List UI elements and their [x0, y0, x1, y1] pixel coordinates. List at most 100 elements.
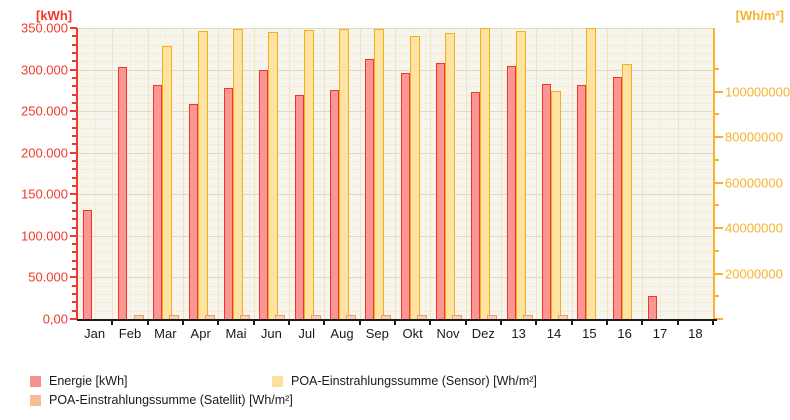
x-axis-tick — [182, 321, 184, 325]
right-axis-tick-label: 80000000 — [725, 129, 783, 145]
left-axis-tick-label: 150.000 — [21, 186, 68, 202]
legend-item-poa-sensor[interactable]: POA-Einstrahlungssumme (Sensor) [Wh/m²] — [272, 374, 537, 388]
vertical-gridline — [253, 28, 255, 319]
legend-swatch-poa-sensor — [272, 375, 283, 387]
major-gridline — [77, 28, 713, 29]
bar-poa-satellit-Nov[interactable] — [452, 315, 462, 319]
bar-poa-sensor-Apr[interactable] — [197, 31, 208, 319]
bar-poa-satellit-Aug[interactable] — [346, 315, 356, 319]
bar-energie-Okt[interactable] — [400, 73, 410, 319]
minor-gridline — [77, 252, 713, 253]
x-axis-label-Feb: Feb — [118, 326, 142, 341]
left-axis-tick-label: 100.000 — [21, 228, 68, 244]
x-axis-label-Okt: Okt — [402, 326, 423, 341]
bar-poa-satellit-Jun[interactable] — [275, 315, 286, 319]
x-axis-tick — [429, 321, 432, 325]
bar-energie-15[interactable] — [577, 85, 587, 319]
vertical-gridline — [183, 28, 184, 319]
minor-gridline — [77, 53, 713, 54]
vertical-gridline — [501, 28, 502, 319]
left-axis-title: [kWh] — [36, 8, 73, 23]
x-axis-label-Jun: Jun — [260, 326, 282, 341]
bar-energie-Feb[interactable] — [118, 67, 127, 319]
bar-energie-14[interactable] — [542, 84, 551, 319]
bar-energie-13[interactable] — [506, 66, 516, 319]
bar-poa-sensor-Aug[interactable] — [339, 29, 349, 319]
bar-poa-sensor-13[interactable] — [515, 31, 526, 319]
left-axis-minor-tick — [72, 310, 77, 312]
bar-poa-sensor-14[interactable] — [551, 91, 561, 319]
minor-gridline — [77, 294, 713, 295]
left-axis-minor-tick — [72, 118, 77, 120]
bar-poa-satellit-Sep[interactable] — [381, 315, 392, 319]
bar-poa-satellit-Okt[interactable] — [416, 315, 427, 319]
vertical-gridline — [607, 28, 608, 319]
left-axis-minor-tick — [72, 251, 77, 253]
bar-poa-satellit-14[interactable] — [558, 315, 568, 319]
bar-energie-Sep[interactable] — [365, 59, 375, 319]
minor-gridline — [77, 78, 713, 79]
left-axis-minor-tick — [72, 94, 77, 96]
bar-energie-Dez[interactable] — [471, 92, 481, 319]
bar-energie-16[interactable] — [612, 77, 622, 319]
minor-gridline — [77, 61, 713, 62]
bar-poa-sensor-Dez[interactable] — [480, 28, 491, 319]
left-axis-minor-tick — [72, 260, 77, 262]
legend-item-energie[interactable]: Energie [kWh] — [30, 374, 128, 388]
vertical-gridline — [430, 28, 432, 319]
bar-energie-Aug[interactable] — [330, 90, 339, 319]
bar-poa-sensor-Mar[interactable] — [162, 46, 173, 319]
vertical-gridline — [536, 28, 538, 319]
minor-gridline — [77, 219, 713, 220]
bar-poa-satellit-Dez[interactable] — [487, 315, 498, 319]
x-axis-label-14: 14 — [546, 326, 562, 341]
left-axis-major-tick — [70, 152, 77, 154]
bar-poa-satellit-Mar[interactable] — [169, 315, 180, 319]
x-axis-label-Mai: Mai — [225, 326, 247, 341]
bar-energie-Apr[interactable] — [188, 104, 198, 319]
vertical-gridline — [359, 28, 361, 319]
bar-energie-Jun[interactable] — [259, 70, 269, 319]
bar-energie-Nov[interactable] — [436, 63, 445, 319]
minor-gridline — [77, 161, 713, 162]
right-axis-minor-tick — [715, 204, 719, 206]
bar-energie-Mar[interactable] — [153, 85, 163, 319]
bar-poa-sensor-Jul[interactable] — [303, 30, 314, 319]
minor-gridline — [77, 169, 713, 170]
bar-poa-sensor-Nov[interactable] — [445, 33, 455, 319]
bar-poa-sensor-Mai[interactable] — [233, 29, 243, 319]
x-axis-tick — [323, 321, 326, 325]
bar-energie-Mai[interactable] — [224, 88, 233, 319]
left-axis-major-tick — [70, 318, 77, 320]
x-axis-tick — [570, 321, 573, 325]
x-axis-tick — [111, 321, 114, 325]
legend-item-poa-satellit[interactable]: POA-Einstrahlungssumme (Satellit) [Wh/m²… — [30, 393, 293, 407]
left-axis-minor-tick — [72, 227, 77, 229]
left-axis-minor-tick — [72, 177, 77, 179]
bar-poa-satellit-Feb[interactable] — [134, 315, 144, 319]
major-gridline — [77, 153, 713, 154]
minor-gridline — [77, 261, 713, 262]
bar-poa-sensor-Jun[interactable] — [268, 32, 279, 319]
bar-poa-sensor-16[interactable] — [621, 64, 632, 319]
bar-energie-17[interactable] — [648, 296, 657, 319]
vertical-gridline — [94, 28, 96, 319]
legend-label-poa-satellit: POA-Einstrahlungssumme (Satellit) [Wh/m²… — [49, 393, 293, 407]
bar-poa-sensor-Sep[interactable] — [374, 29, 385, 319]
right-axis-minor-tick — [715, 250, 719, 252]
bar-poa-satellit-Jul[interactable] — [310, 315, 321, 319]
bar-energie-Jul[interactable] — [294, 95, 304, 319]
right-axis-major-tick — [715, 227, 723, 229]
minor-gridline — [77, 286, 713, 287]
left-axis-minor-tick — [72, 168, 77, 170]
bar-poa-sensor-Okt[interactable] — [409, 36, 420, 319]
x-axis-tick — [606, 321, 608, 325]
right-axis-title: [Wh/m²] — [735, 8, 784, 23]
bar-poa-satellit-13[interactable] — [522, 315, 533, 319]
bar-poa-satellit-Apr[interactable] — [204, 315, 215, 319]
bar-energie-Jan[interactable] — [82, 210, 92, 319]
x-axis-label-13: 13 — [511, 326, 526, 341]
minor-gridline — [77, 302, 713, 303]
bar-poa-satellit-Mai[interactable] — [240, 315, 250, 319]
bar-poa-sensor-15[interactable] — [586, 28, 597, 319]
